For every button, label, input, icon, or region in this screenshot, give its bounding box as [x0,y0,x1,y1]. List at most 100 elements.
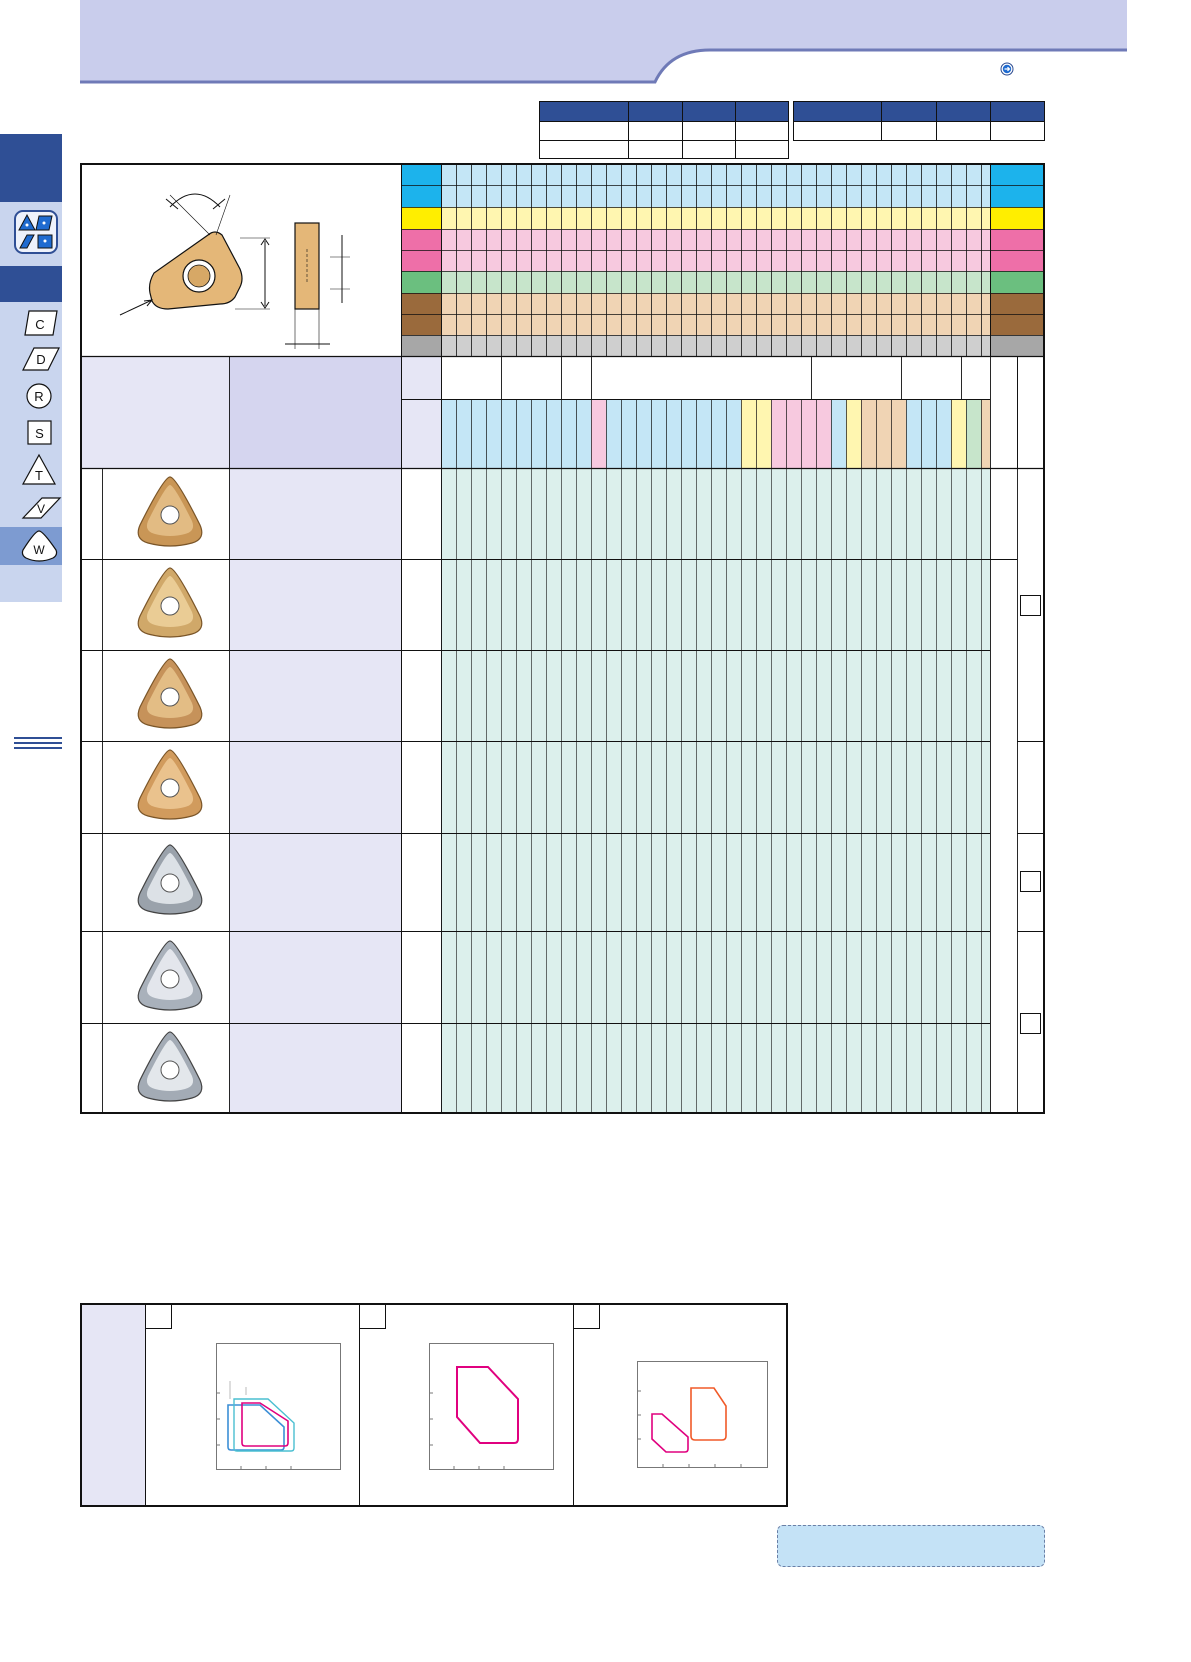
table-row-name-cell [229,650,401,741]
table-row-code-cell [401,650,441,741]
material-swatch-m [401,207,441,229]
insert-photo-hole [160,687,180,707]
table-row-body [441,1023,990,1113]
material-swatch-k [401,229,441,271]
subheader-cell [861,400,876,468]
material-swatch [990,335,1044,356]
table-row-code-cell [401,559,441,650]
chart-1 [216,1343,341,1470]
subheader-cell [621,400,636,468]
chipbreaker-range-panel [80,1303,790,1509]
material-row [441,163,990,185]
material-swatch [990,163,1044,185]
header-code-panel [401,356,441,468]
material-swatch [990,207,1044,229]
table-frame [80,163,1045,1114]
subheader-cell [471,400,486,468]
sidebar-item-r[interactable]: R [20,378,62,414]
table-row-name-cell [229,741,401,833]
corner-arrow [143,299,154,307]
table-row-name-cell [229,1023,401,1113]
sidebar-tab-turning[interactable] [0,134,62,202]
table-row-body [441,468,990,559]
table-row-body [441,931,990,1023]
footnote-box [1020,871,1041,892]
subheader-cell [546,400,561,468]
subheader-cell [531,400,546,468]
subheader-cell [816,400,831,468]
sidebar-item-label: S [35,426,44,441]
subheader-cell [681,400,696,468]
insert-photo-hole [160,1060,180,1080]
footnote-box [1020,1013,1041,1034]
subheader-cell [921,400,936,468]
sidebar-item-label: W [33,543,45,557]
subheader-cell [891,400,906,468]
subheader-cell [501,400,516,468]
subheader-cell [906,400,921,468]
insert-photo-hole [160,873,180,893]
header-right-panel [990,356,1044,468]
subheader-cell [456,400,471,468]
sidebar-divider [14,737,62,749]
grade-table [80,163,1046,1115]
spec-table-left [539,101,789,161]
table-row-body [441,833,990,931]
sidebar-item-label: R [34,389,43,404]
insert-side-view [294,222,320,310]
sidebar-item-c[interactable]: C [20,304,62,340]
table-row-name-cell [229,468,401,559]
header-name-panel [229,356,401,468]
subheader-cell [636,400,651,468]
material-swatch [990,314,1044,335]
material-row [441,185,990,207]
material-swatch-s [401,293,441,335]
insert-photo-hole [160,778,180,798]
subheader-cell [516,400,531,468]
material-row [441,271,990,293]
subheader-cell [666,400,681,468]
table-row-name-cell [229,559,401,650]
dimension-arrows [260,238,270,309]
subheader-cell [741,400,756,468]
subheader-cell [561,400,576,468]
table-row-code-cell [401,1023,441,1113]
spec-table-right [793,101,1045,143]
insert-photo-hole [160,505,180,525]
subheader-cell [441,400,456,468]
material-swatch-p [401,163,441,207]
sidebar-section-active[interactable] [0,266,62,302]
material-row [441,314,990,335]
material-swatch [990,185,1044,207]
table-row-body [441,559,990,650]
leader-line [169,194,211,236]
insert-hole-inner [187,264,211,288]
subheader-cell [846,400,861,468]
angle-arrow [212,198,226,210]
subheader-cell [951,400,966,468]
table-row-body [441,741,990,833]
sidebar-item-v[interactable]: V [20,489,62,525]
table-row-body [441,650,990,741]
table-row-code-cell [401,741,441,833]
subheader-cell [831,400,846,468]
chart-2 [429,1343,554,1470]
material-row [441,293,990,314]
table-right-column [990,468,1044,1113]
sidebar-item-t[interactable]: T [20,452,62,488]
footnote-box [1020,595,1041,616]
table-row-name-cell [229,931,401,1023]
sidebar-item-s[interactable]: S [20,415,62,451]
arrow-right-circle-icon[interactable] [1000,62,1014,76]
material-swatch [990,229,1044,250]
sidebar-item-label: D [36,352,45,367]
sidebar-item-d[interactable]: D [20,341,62,377]
sidebar-item-label: T [35,468,43,483]
sidebar-item-w[interactable]: W [20,528,62,564]
subheader-cell [801,400,816,468]
subheader-cell [711,400,726,468]
material-swatch-n [401,271,441,293]
material-row [441,250,990,271]
subheader-cell [771,400,786,468]
subheader-cell [696,400,711,468]
